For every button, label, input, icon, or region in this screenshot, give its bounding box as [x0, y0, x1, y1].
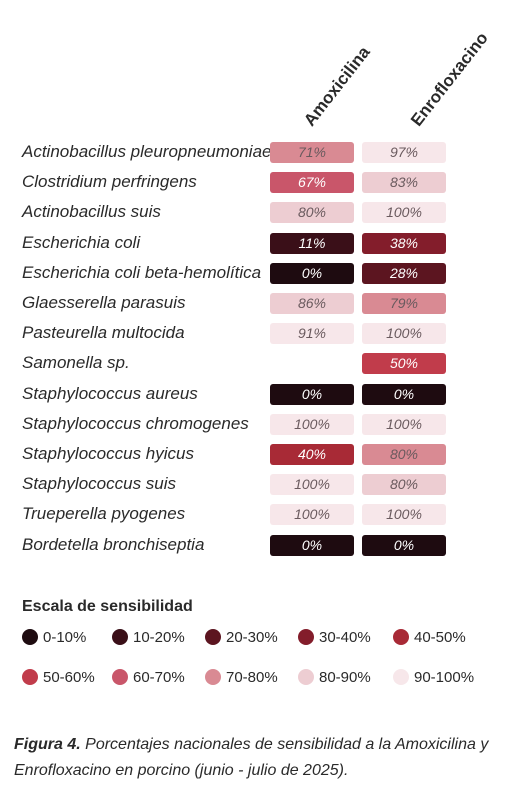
- heatmap-cell: 100%: [270, 414, 354, 435]
- legend-item: 70-80%: [205, 669, 278, 687]
- heatmap-cell: 40%: [270, 444, 354, 465]
- legend-item: 80-90%: [298, 669, 371, 687]
- row-label: Bordetella bronchiseptia: [22, 535, 205, 554]
- legend-swatch: [393, 669, 409, 685]
- row-label: Staphylococcus hyicus: [22, 444, 194, 463]
- column-header-enrofloxacino: Enrofloxacino: [407, 28, 492, 130]
- legend-item: 10-20%: [112, 629, 185, 647]
- heatmap-cell: 50%: [362, 353, 446, 374]
- heatmap-cell: 80%: [362, 444, 446, 465]
- table-row: Escherichia coli beta-hemolítica 0% 28%: [0, 262, 509, 284]
- legend-swatch: [205, 629, 221, 645]
- legend-swatch: [298, 669, 314, 685]
- legend-swatch: [205, 669, 221, 685]
- legend-swatch: [22, 629, 38, 645]
- heatmap-cell: 83%: [362, 172, 446, 193]
- heatmap-cell: 71%: [270, 142, 354, 163]
- table-row: Clostridium perfringens 67% 83%: [0, 171, 509, 193]
- row-label: Actinobacillus pleuropneumoniae: [22, 142, 272, 161]
- legend-swatch: [112, 629, 128, 645]
- legend-swatch: [22, 669, 38, 685]
- heatmap-cell: 0%: [270, 384, 354, 405]
- legend-swatch: [298, 629, 314, 645]
- heatmap-cell: 38%: [362, 233, 446, 254]
- row-label: Staphylococcus chromogenes: [22, 414, 249, 433]
- legend-swatch: [393, 629, 409, 645]
- table-row: Staphylococcus suis 100% 80%: [0, 473, 509, 495]
- row-label: Clostridium perfringens: [22, 172, 197, 191]
- row-label: Actinobacillus suis: [22, 202, 161, 221]
- heatmap-cell: 11%: [270, 233, 354, 254]
- table-row: Staphylococcus aureus 0% 0%: [0, 383, 509, 405]
- table-row: Actinobacillus suis 80% 100%: [0, 201, 509, 223]
- heatmap-cell: 100%: [362, 414, 446, 435]
- table-row: Pasteurella multocida 91% 100%: [0, 322, 509, 344]
- heatmap-cell: 67%: [270, 172, 354, 193]
- heatmap-cell: 79%: [362, 293, 446, 314]
- table-row: Glaesserella parasuis 86% 79%: [0, 292, 509, 314]
- legend-title: Escala de sensibilidad: [22, 598, 193, 615]
- legend-item: 90-100%: [393, 669, 474, 687]
- legend-item: 60-70%: [112, 669, 185, 687]
- legend-label: 0-10%: [43, 629, 87, 646]
- row-label: Staphylococcus aureus: [22, 384, 198, 403]
- legend-item: 40-50%: [393, 629, 466, 647]
- row-label: Trueperella pyogenes: [22, 504, 186, 523]
- legend-label: 70-80%: [226, 669, 278, 686]
- column-header-amoxicilina: Amoxicilina: [300, 42, 374, 130]
- row-label: Samonella sp.: [22, 353, 130, 372]
- legend-item: 0-10%: [22, 629, 86, 647]
- heatmap-cell: 100%: [362, 504, 446, 525]
- caption-text: Porcentajes nacionales de sensibilidad a…: [14, 736, 489, 779]
- heatmap-cell: 0%: [362, 384, 446, 405]
- table-row: Actinobacillus pleuropneumoniae 71% 97%: [0, 141, 509, 163]
- legend-item: 50-60%: [22, 669, 95, 687]
- table-row: Trueperella pyogenes 100% 100%: [0, 503, 509, 525]
- heatmap-cell: 28%: [362, 263, 446, 284]
- heatmap-cell: 0%: [362, 535, 446, 556]
- heatmap-cell: 91%: [270, 323, 354, 344]
- caption-label: Figura 4.: [14, 736, 81, 753]
- legend-swatch: [112, 669, 128, 685]
- heatmap-cell: 80%: [362, 474, 446, 495]
- heatmap-cell: 97%: [362, 142, 446, 163]
- legend-label: 30-40%: [319, 629, 371, 646]
- heatmap-cell: 100%: [362, 202, 446, 223]
- legend-label: 60-70%: [133, 669, 185, 686]
- row-label: Staphylococcus suis: [22, 474, 177, 493]
- table-row: Staphylococcus hyicus 40% 80%: [0, 443, 509, 465]
- legend-label: 90-100%: [414, 669, 475, 686]
- table-row: Samonella sp. 50%: [0, 352, 509, 374]
- legend-label: 20-30%: [226, 629, 278, 646]
- figure-caption: Figura 4. Porcentajes nacionales de sens…: [14, 732, 499, 784]
- row-label: Escherichia coli beta-hemolítica: [22, 263, 262, 282]
- heatmap-cell: 80%: [270, 202, 354, 223]
- heatmap-cell: 0%: [270, 263, 354, 284]
- legend-label: 80-90%: [319, 669, 371, 686]
- table-row: Escherichia coli 11% 38%: [0, 232, 509, 254]
- heatmap-cell: 100%: [362, 323, 446, 344]
- heatmap-cell: 0%: [270, 535, 354, 556]
- heatmap-cell: 100%: [270, 474, 354, 495]
- legend-label: 50-60%: [43, 669, 95, 686]
- table-row: Staphylococcus chromogenes 100% 100%: [0, 413, 509, 435]
- row-label: Escherichia coli: [22, 233, 141, 252]
- row-label: Pasteurella multocida: [22, 323, 185, 342]
- legend-item: 30-40%: [298, 629, 371, 647]
- heatmap-cell: 100%: [270, 504, 354, 525]
- legend-label: 10-20%: [133, 629, 185, 646]
- legend-label: 40-50%: [414, 629, 466, 646]
- heatmap-cell: 86%: [270, 293, 354, 314]
- table-row: Bordetella bronchiseptia 0% 0%: [0, 534, 509, 556]
- legend-item: 20-30%: [205, 629, 278, 647]
- row-label: Glaesserella parasuis: [22, 293, 186, 312]
